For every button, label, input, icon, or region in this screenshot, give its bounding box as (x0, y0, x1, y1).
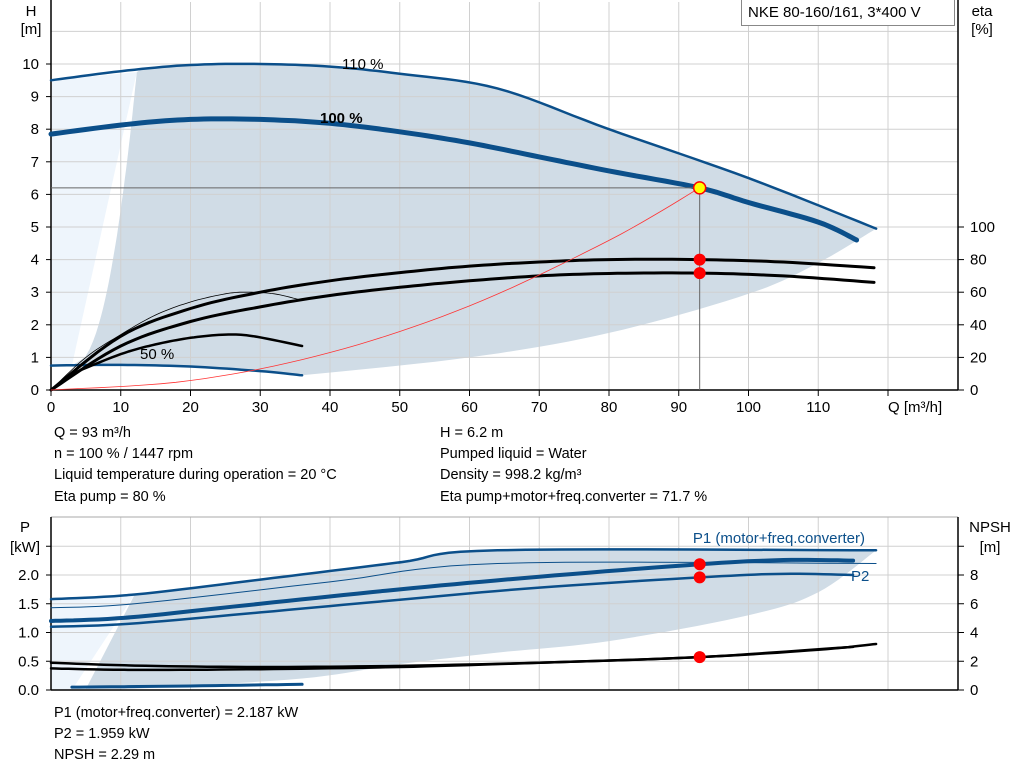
eta-pump-point (693, 253, 706, 266)
npsh-tick-label: 0 (970, 682, 978, 699)
duty-p2: P2 = 1.959 kW (54, 726, 150, 742)
x-tick-label: 30 (252, 399, 269, 416)
x-tick-label: 100 (736, 399, 761, 416)
duty-liquid: Pumped liquid = Water (440, 446, 587, 462)
y-axis-unit: [m] (21, 21, 42, 38)
y-tick-label: 7 (31, 154, 39, 171)
x-tick-label: 50 (391, 399, 408, 416)
eta-total-curve (49, 271, 876, 392)
system-curve (50, 187, 701, 391)
p2-curve (49, 572, 855, 629)
npsh-tick-label: 2 (970, 653, 978, 670)
y2-tick-label: 100 (970, 219, 995, 236)
npsh-axis-label: NPSH (969, 519, 1011, 536)
y2-tick-label: 20 (970, 349, 987, 366)
duty-npsh: NPSH = 2.29 m (54, 747, 156, 763)
x-tick-label: 80 (601, 399, 618, 416)
y2-axis-unit: [%] (971, 21, 993, 38)
eta-pump-curve (49, 257, 876, 392)
speed-curve-110 (49, 62, 878, 230)
p1-curve (49, 557, 856, 623)
curve-label-p1: P1 (motor+freq.converter) (693, 530, 865, 547)
npsh-axis-unit: [m] (980, 539, 1001, 556)
p1-thin-curve (50, 561, 877, 609)
x-tick-label: 70 (531, 399, 548, 416)
p-axis-unit: [kW] (10, 539, 40, 556)
y-tick-label: 2 (31, 317, 39, 334)
curve-label-100: 100 % (320, 110, 363, 127)
model-title-box: NKE 80-160/161, 3*400 V (741, 0, 955, 26)
npsh-tick-label: 8 (970, 567, 978, 584)
x-tick-label: 110 (806, 399, 830, 416)
x-tick-label: 60 (461, 399, 478, 416)
eta-total-point (693, 267, 706, 280)
x-tick-label: 0 (47, 399, 55, 416)
y-tick-label: 4 (31, 252, 39, 269)
eta-min-curve (70, 333, 304, 375)
duty-p1: P1 (motor+freq.converter) = 2.187 kW (54, 705, 299, 721)
y-tick-label: 5 (31, 219, 39, 236)
npsh-tick-label: 6 (970, 596, 978, 613)
curve-label-110: 110 % (342, 56, 383, 73)
x-tick-label: 40 (322, 399, 339, 416)
p-tick-label: 2.0 (18, 567, 39, 584)
npsh-point (693, 651, 706, 664)
p-tick-label: 1.0 (18, 625, 39, 642)
x-tick-label: 20 (182, 399, 199, 416)
y2-tick-label: 0 (970, 382, 978, 399)
p1-point (693, 558, 706, 571)
power-operating-area (85, 549, 877, 689)
y-tick-label: 8 (31, 121, 39, 138)
p-min-curve (70, 682, 304, 689)
y-tick-label: 0 (31, 382, 39, 399)
duty-density: Density = 998.2 kg/m³ (440, 467, 582, 483)
y-tick-label: 10 (22, 56, 39, 73)
x-tick-label: 90 (670, 399, 687, 416)
p2-point (693, 571, 706, 584)
y-tick-label: 3 (31, 284, 39, 301)
x-axis-label: Q [m³/h] (888, 399, 942, 416)
duty-speed: n = 100 % / 1447 rpm (54, 446, 194, 462)
duty-eta-total: Eta pump+motor+freq.converter = 71.7 % (440, 489, 708, 505)
p-axis-label: P (20, 519, 30, 536)
curve-label-p2: P2 (851, 568, 869, 585)
curve-label-50: 50 % (140, 346, 174, 363)
duty-temperature: Liquid temperature during operation = 20… (54, 467, 337, 483)
y-tick-label: 1 (31, 349, 39, 366)
speed-curve-100 (48, 116, 860, 243)
p-tick-label: 0.0 (18, 682, 39, 699)
y2-tick-label: 40 (970, 317, 987, 334)
x-tick-label: 10 (112, 399, 129, 416)
duty-eta-pump: Eta pump = 80 % (54, 489, 166, 505)
y-axis-label: H (26, 3, 37, 20)
y2-tick-label: 80 (970, 252, 987, 269)
y-tick-label: 9 (31, 89, 39, 106)
operating-area (71, 63, 877, 376)
p-tick-label: 1.5 (18, 596, 39, 613)
p-tick-label: 0.5 (18, 653, 39, 670)
npsh-tick-label: 4 (970, 625, 978, 642)
p1-max-curve (49, 548, 878, 601)
y2-axis-label: eta (972, 3, 994, 20)
y2-tick-label: 60 (970, 284, 987, 301)
y-tick-label: 6 (31, 186, 39, 203)
duty-q: Q = 93 m³/h (54, 425, 131, 441)
eta-min-thin-curve (50, 291, 303, 391)
duty-h: H = 6.2 m (440, 425, 504, 441)
duty-point-marker (692, 181, 707, 195)
